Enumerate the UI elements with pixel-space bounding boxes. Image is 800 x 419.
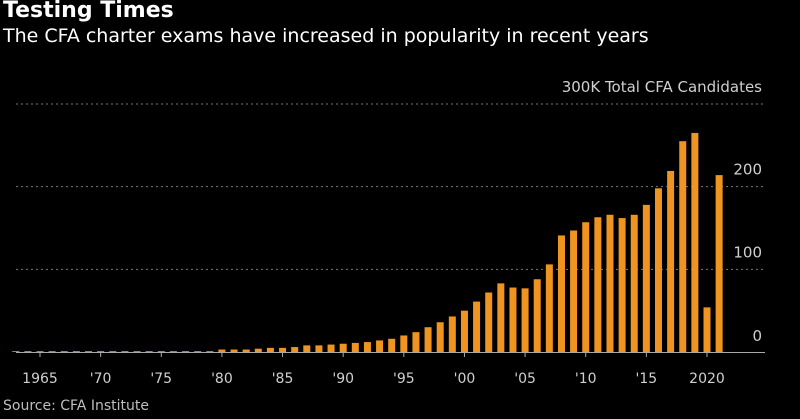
bar-1981: [230, 349, 238, 352]
bar-1978: [194, 351, 202, 352]
bar-1988: [315, 345, 323, 352]
bar-1969: [85, 351, 93, 352]
bar-2014: [630, 214, 638, 352]
bar-1997: [424, 327, 432, 352]
bar-2002: [485, 292, 493, 352]
bar-1964: [24, 351, 32, 352]
bar-1967: [60, 351, 68, 352]
bar-1984: [266, 347, 274, 352]
bar-1998: [436, 322, 444, 352]
bar-2012: [606, 214, 614, 352]
bar-2019: [691, 132, 699, 352]
bar-1994: [388, 338, 396, 352]
bar-1985: [279, 347, 287, 352]
bar-1963: [12, 351, 20, 352]
bar-2018: [679, 141, 687, 352]
chart-subtitle: The CFA charter exams have increased in …: [3, 25, 649, 47]
bar-1987: [303, 345, 311, 352]
bar-2004: [509, 287, 517, 352]
bar-1973: [133, 351, 141, 352]
x-tick-label-1995: '95: [393, 371, 415, 387]
x-tick-label-2015: '15: [636, 371, 658, 387]
bar-1999: [448, 316, 456, 352]
bar-1980: [218, 349, 226, 352]
x-tick-label-1965: 1965: [22, 371, 58, 387]
y-tick-label-100: 100: [733, 243, 762, 261]
bar-2009: [570, 230, 578, 352]
x-tick-label-2020: 2020: [689, 371, 725, 387]
bar-1970: [97, 351, 105, 352]
bar-1965: [36, 351, 44, 352]
bar-2017: [667, 170, 675, 352]
bar-1991: [351, 342, 359, 352]
bar-1968: [72, 351, 80, 352]
bar-1976: [169, 351, 177, 352]
bar-2007: [545, 264, 553, 352]
bar-1971: [109, 351, 117, 352]
bar-2010: [582, 222, 590, 352]
bar-2003: [497, 283, 505, 352]
bar-1983: [254, 348, 262, 352]
bar-2008: [557, 235, 565, 352]
bar-1992: [363, 342, 371, 352]
bar-1986: [291, 347, 299, 352]
bar-1974: [145, 351, 153, 352]
bar-2021: [715, 175, 723, 352]
y-tick-label-200: 200: [733, 161, 762, 179]
bar-2001: [473, 301, 481, 352]
bar-1995: [400, 335, 408, 352]
x-tick-label-2000: '00: [454, 371, 476, 387]
bar-2020: [703, 307, 711, 352]
bar-1977: [182, 351, 190, 352]
bar-2015: [642, 204, 650, 352]
x-tick-label-1990: '90: [332, 371, 354, 387]
bar-1982: [242, 349, 250, 352]
bar-1993: [376, 340, 384, 352]
x-tick-label-1975: '75: [150, 371, 172, 387]
bar-1979: [206, 351, 214, 352]
x-tick-label-1985: '85: [272, 371, 294, 387]
bar-1966: [48, 351, 56, 352]
bar-2005: [521, 288, 529, 352]
bar-1975: [157, 351, 165, 352]
bar-2011: [594, 217, 602, 352]
bar-1989: [327, 344, 335, 352]
x-tick-label-1980: '80: [211, 371, 233, 387]
y-tick-label-0: 0: [752, 327, 762, 345]
source-note: Source: CFA Institute: [3, 398, 149, 414]
bar-1990: [339, 343, 347, 352]
bar-2016: [654, 188, 662, 352]
y-tick-label-300: 300K Total CFA Candidates: [562, 78, 762, 96]
bar-2006: [533, 279, 541, 352]
bar-2013: [618, 218, 626, 352]
bar-1972: [121, 351, 129, 352]
x-tick-label-1970: '70: [90, 371, 112, 387]
x-tick-label-2005: '05: [514, 371, 536, 387]
x-tick-label-2010: '10: [575, 371, 597, 387]
bar-1996: [412, 332, 420, 352]
bar-2000: [460, 310, 468, 352]
chart-title: Testing Times: [3, 0, 174, 23]
